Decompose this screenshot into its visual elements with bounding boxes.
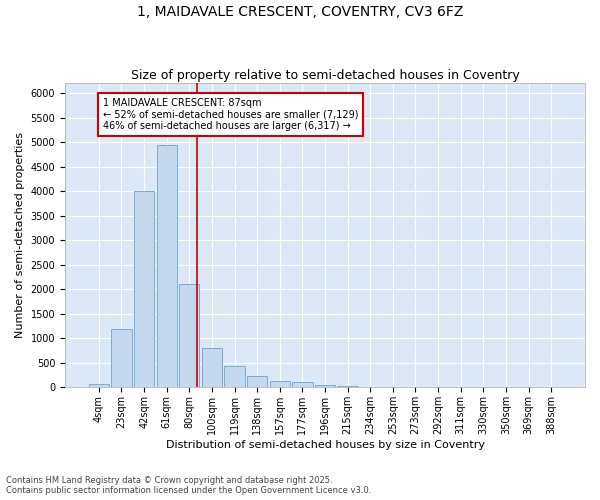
- Bar: [89, 384, 109, 388]
- Text: 1 MAIDAVALE CRESCENT: 87sqm
← 52% of semi-detached houses are smaller (7,129)
46: 1 MAIDAVALE CRESCENT: 87sqm ← 52% of sem…: [103, 98, 358, 131]
- Title: Size of property relative to semi-detached houses in Coventry: Size of property relative to semi-detach…: [131, 69, 520, 82]
- Bar: [157, 144, 177, 388]
- Text: 1, MAIDAVALE CRESCENT, COVENTRY, CV3 6FZ: 1, MAIDAVALE CRESCENT, COVENTRY, CV3 6FZ: [137, 5, 463, 19]
- Bar: [292, 382, 313, 388]
- Y-axis label: Number of semi-detached properties: Number of semi-detached properties: [15, 132, 25, 338]
- X-axis label: Distribution of semi-detached houses by size in Coventry: Distribution of semi-detached houses by …: [166, 440, 485, 450]
- Bar: [337, 386, 358, 388]
- Bar: [111, 328, 131, 388]
- Bar: [179, 284, 199, 388]
- Text: Contains HM Land Registry data © Crown copyright and database right 2025.
Contai: Contains HM Land Registry data © Crown c…: [6, 476, 371, 495]
- Bar: [315, 384, 335, 388]
- Bar: [247, 376, 268, 388]
- Bar: [224, 366, 245, 388]
- Bar: [269, 381, 290, 388]
- Bar: [202, 348, 222, 388]
- Bar: [134, 191, 154, 388]
